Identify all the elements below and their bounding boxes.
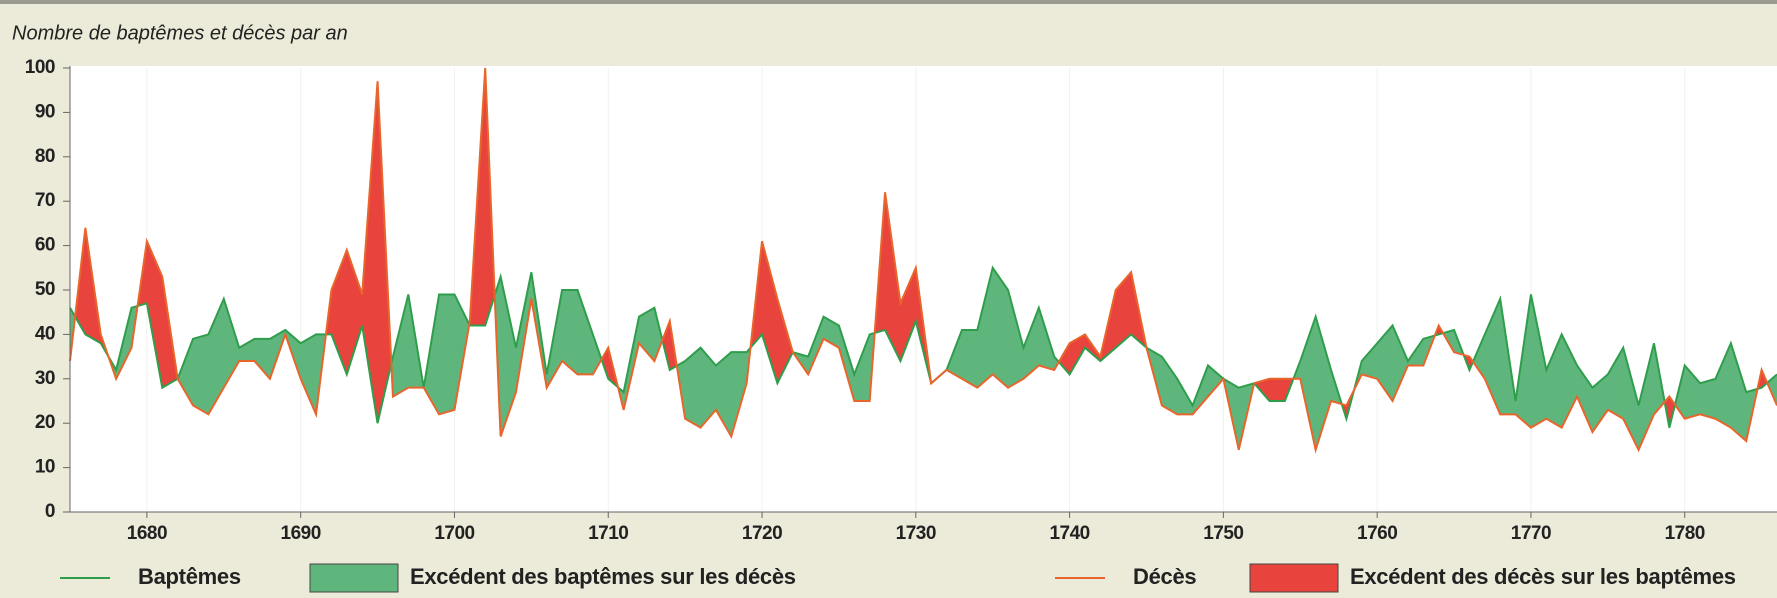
x-tick-label: 1760 (1357, 523, 1397, 544)
legend-swatch (309, 563, 399, 593)
top-border (0, 0, 1777, 4)
y-tick-label: 90 (35, 101, 55, 122)
y-tick-label: 10 (35, 457, 55, 478)
baptisms-line (69, 265, 1777, 428)
x-tick-label: 1690 (281, 523, 321, 544)
plot-area (70, 66, 1777, 512)
y-tick-label: 80 (35, 146, 55, 167)
excess-baptisms-area (561, 289, 578, 375)
y-tick-label: 30 (35, 368, 55, 389)
excess-baptisms-area (1699, 378, 1716, 420)
x-tick-label: 1770 (1511, 523, 1551, 544)
deaths-line (69, 67, 1777, 454)
x-tick-label: 1680 (127, 523, 167, 544)
x-tick-label: 1720 (742, 523, 782, 544)
legend-label: Baptêmes (138, 564, 241, 589)
y-tick-label: 100 (25, 57, 55, 78)
y-tick-label: 70 (35, 190, 55, 211)
y-tick-label: 50 (35, 279, 55, 300)
legend-label: Excédent des décès sur les baptêmes (1350, 564, 1736, 589)
legend-label: Excédent des baptêmes sur les décès (410, 564, 796, 589)
x-tick-label: 1750 (1203, 523, 1243, 544)
y-tick-label: 60 (35, 235, 55, 256)
x-tick-label: 1700 (434, 523, 474, 544)
x-tick-label: 1740 (1049, 523, 1089, 544)
y-tick-label: 0 (45, 501, 55, 522)
y-tick-label: 40 (35, 323, 55, 344)
chart-title: Nombre de baptêmes et décès par an (12, 22, 348, 44)
x-tick-label: 1710 (588, 523, 628, 544)
legend-label: Décès (1133, 564, 1196, 589)
y-tick-label: 20 (35, 412, 55, 433)
excess-deaths-area (1269, 378, 1286, 402)
x-tick-label: 1780 (1665, 523, 1705, 544)
legend-swatch (1249, 563, 1339, 593)
excess-baptisms-area (438, 294, 455, 415)
excess-baptisms-area (192, 334, 209, 415)
x-tick-label: 1730 (896, 523, 936, 544)
